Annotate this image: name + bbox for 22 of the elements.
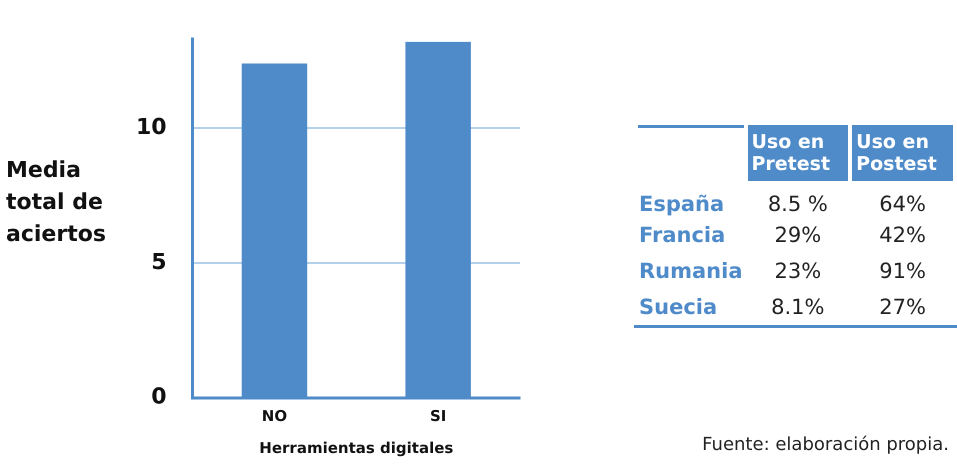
category-label: Francia <box>638 222 726 248</box>
y-tick-label: 10 <box>136 114 167 140</box>
x-tick-label: SI <box>430 406 446 425</box>
text: Uso en Pretest <box>748 125 848 181</box>
data-label: 29% <box>773 222 822 248</box>
y-axis-title: Media total de aciertos <box>6 157 107 249</box>
category-label: Rumania <box>638 258 744 284</box>
x-axis-title: Herramientas digitales <box>259 438 454 457</box>
y-tick-label: 0 <box>151 384 167 410</box>
data-label: 8.1% <box>770 294 826 320</box>
category-label: Suecia <box>638 294 718 320</box>
y-tick-label: 5 <box>151 250 167 275</box>
data-label: 42% <box>878 222 927 248</box>
data-label: 8.5 % <box>766 190 829 217</box>
category-label: España <box>638 190 726 217</box>
data-label: 27% <box>878 294 927 320</box>
data-label: 23% <box>773 258 822 284</box>
source-note: Fuente: elaboración propia. <box>702 434 949 455</box>
data-label: 91% <box>878 258 927 284</box>
x-tick-label: NO <box>262 406 288 425</box>
data-label: 64% <box>878 190 927 217</box>
text: Uso en Postest <box>852 125 953 181</box>
